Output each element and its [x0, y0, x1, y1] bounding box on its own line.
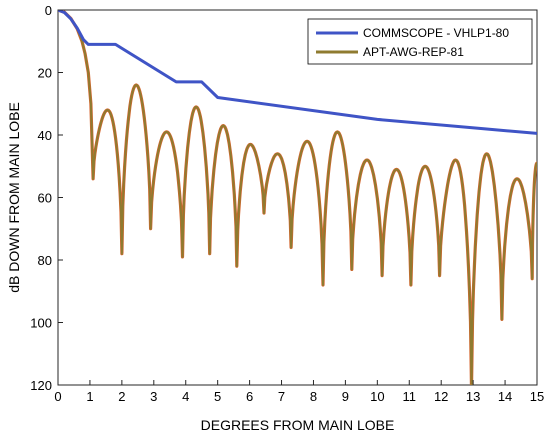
x-tick-label: 6	[246, 389, 253, 404]
x-tick-label: 2	[118, 389, 125, 404]
y-tick-label: 120	[30, 378, 52, 393]
x-tick-label: 1	[86, 389, 93, 404]
x-tick-label: 9	[342, 389, 349, 404]
x-tick-label: 8	[310, 389, 317, 404]
y-tick-label: 60	[38, 191, 52, 206]
legend-box	[307, 18, 533, 65]
y-tick-label: 40	[38, 128, 52, 143]
x-tick-label: 14	[498, 389, 512, 404]
x-tick-label: 12	[434, 389, 448, 404]
y-tick-label: 0	[45, 3, 52, 18]
x-axis-title: DEGREES FROM MAIN LOBE	[201, 417, 395, 433]
x-tick-label: 11	[403, 389, 417, 404]
series-commscope-vhlp1-80	[58, 10, 537, 135]
x-tick-label: 13	[466, 389, 480, 404]
legend-label-apt: APT-AWG-REP-81	[363, 45, 464, 59]
y-tick-label: 20	[38, 66, 52, 81]
legend-label-commscope: COMMSCOPE - VHLP1-80	[363, 26, 509, 40]
x-tick-label: 3	[150, 389, 157, 404]
x-tick-label: 10	[370, 389, 384, 404]
y-tick-label: 80	[38, 253, 52, 268]
x-tick-label: 5	[214, 389, 221, 404]
y-tick-label: 100	[30, 316, 52, 331]
series-layer	[58, 10, 537, 385]
x-tick-label: 15	[530, 389, 544, 404]
x-tick-label: 4	[182, 389, 189, 404]
series-apt-awg-rep-81	[58, 10, 537, 385]
x-tick-label: 0	[54, 389, 61, 404]
plot-area	[57, 9, 538, 386]
y-axis-title: dB DOWN FROM MAIN LOBE	[6, 102, 22, 293]
legend: COMMSCOPE - VHLP1-80 APT-AWG-REP-81	[307, 18, 533, 65]
plot-frame	[57, 9, 538, 386]
x-tick-label: 7	[278, 389, 285, 404]
